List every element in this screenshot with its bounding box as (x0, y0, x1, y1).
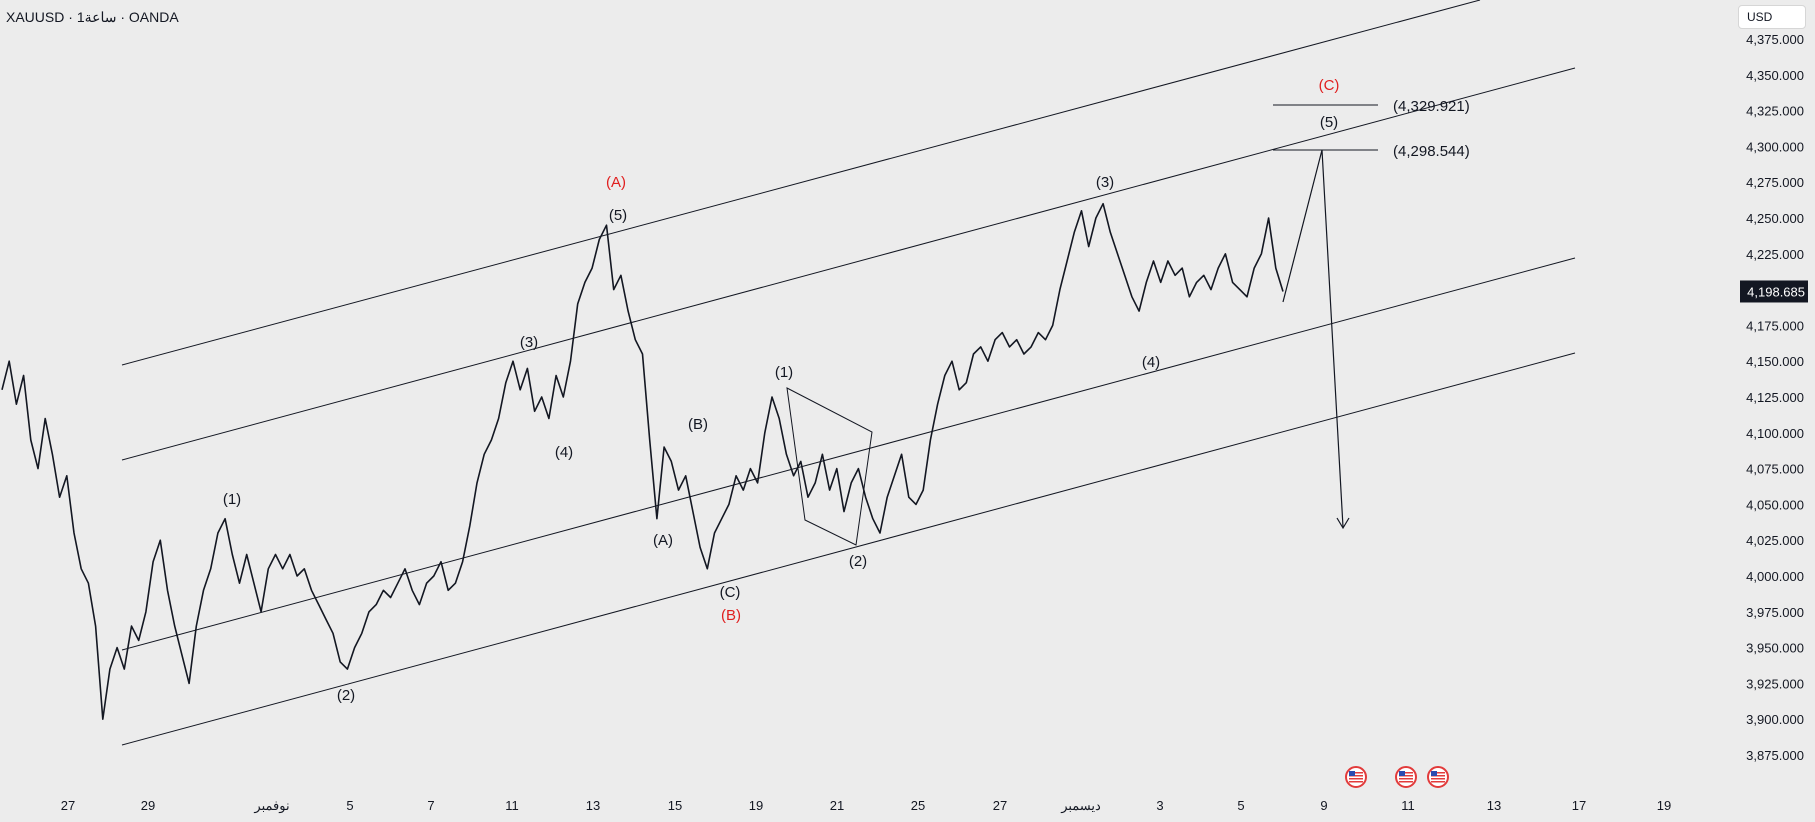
currency-button[interactable]: USD (1738, 5, 1806, 29)
projection-arrowhead (1336, 517, 1350, 530)
y-tick-label: 4,000.000 (1746, 569, 1804, 584)
wave-label: (4) (1142, 354, 1160, 371)
x-tick-label: 27 (993, 798, 1007, 813)
wave-label: (5) (1320, 114, 1338, 131)
wave-label: (1) (223, 491, 241, 508)
symbol-title[interactable]: XAUUSD · 1ساعة · OANDA (6, 9, 179, 26)
channel-line-upper[interactable] (121, 67, 1576, 461)
us-flag-icon[interactable] (1345, 766, 1367, 788)
x-tick-label: 7 (427, 798, 434, 813)
y-tick-label: 4,175.000 (1746, 318, 1804, 333)
y-tick-label: 3,900.000 (1746, 712, 1804, 727)
projection-path[interactable] (1282, 149, 1344, 528)
x-tick-label: 29 (141, 798, 155, 813)
y-tick-label: 4,225.000 (1746, 247, 1804, 262)
x-tick-label: 17 (1572, 798, 1586, 813)
y-tick-label: 4,300.000 (1746, 139, 1804, 154)
broker-name: OANDA (128, 9, 179, 25)
x-tick-label: 11 (505, 798, 519, 813)
y-tick-label: 4,025.000 (1746, 533, 1804, 548)
y-tick-label: 4,375.000 (1746, 32, 1804, 47)
channel-line-top[interactable] (121, 0, 1481, 366)
wave-label: (B) (688, 416, 708, 433)
last-price-tag (1740, 280, 1808, 303)
y-tick-label: 4,050.000 (1746, 497, 1804, 512)
y-tick-label: 4,350.000 (1746, 68, 1804, 83)
y-tick-label: 4,325.000 (1746, 104, 1804, 119)
us-flag-icon[interactable] (1427, 766, 1449, 788)
wave-label: (4,329.921) (1393, 98, 1470, 115)
x-tick-label: 5 (1237, 798, 1244, 813)
y-tick-label: 3,950.000 (1746, 641, 1804, 656)
x-tick-label: 3 (1156, 798, 1163, 813)
wave-label: (C) (1319, 77, 1340, 94)
x-tick-label: 19 (749, 798, 763, 813)
symbol-name: XAUUSD (6, 9, 65, 25)
y-tick-label: 4,250.000 (1746, 211, 1804, 226)
title-separator: · (68, 9, 73, 25)
last-price-label: 4,198.685 (1747, 284, 1805, 299)
x-tick-label: 13 (1487, 798, 1501, 813)
x-tick-label: 25 (911, 798, 925, 813)
wave-label: (C) (720, 584, 741, 601)
triangle-pattern[interactable] (786, 387, 873, 546)
x-tick-label: 27 (61, 798, 75, 813)
x-tick-label: 19 (1657, 798, 1671, 813)
y-tick-label: 3,975.000 (1746, 605, 1804, 620)
interval-label: 1ساعة (76, 9, 117, 25)
y-tick-label: 4,125.000 (1746, 390, 1804, 405)
wave-label: (2) (849, 553, 867, 570)
wave-label: (A) (606, 174, 626, 191)
title-separator: · (120, 9, 126, 25)
channel-line-lower[interactable] (121, 257, 1576, 651)
y-tick-label: 4,075.000 (1746, 462, 1804, 477)
wave-label: (1) (775, 364, 793, 381)
wave-label: (3) (1096, 174, 1114, 191)
x-tick-label: 9 (1320, 798, 1327, 813)
x-tick-label: 13 (586, 798, 600, 813)
x-tick-label: نوفمبر (253, 798, 289, 814)
wave-label: (4,298.544) (1393, 143, 1470, 160)
y-tick-label: 4,275.000 (1746, 175, 1804, 190)
wave-label: (A) (653, 532, 673, 549)
y-tick-label: 3,875.000 (1746, 748, 1804, 763)
x-tick-label: ديسمبر (1060, 798, 1101, 814)
wave-label: (4) (555, 444, 573, 461)
wave-label: (3) (520, 334, 538, 351)
price-series-line[interactable] (1, 202, 1284, 720)
y-tick-label: 4,100.000 (1746, 426, 1804, 441)
us-flag-icon[interactable] (1395, 766, 1417, 788)
y-tick-label: 4,150.000 (1746, 354, 1804, 369)
x-tick-label: 11 (1401, 798, 1415, 813)
channel-line-bottom[interactable] (121, 352, 1576, 746)
wave-label: (2) (337, 687, 355, 704)
y-tick-label: 3,925.000 (1746, 676, 1804, 691)
x-tick-label: 5 (346, 798, 353, 813)
wave-label: (B) (721, 607, 741, 624)
x-tick-label: 21 (830, 798, 844, 813)
wave-label: (5) (609, 207, 627, 224)
x-tick-label: 15 (668, 798, 682, 813)
